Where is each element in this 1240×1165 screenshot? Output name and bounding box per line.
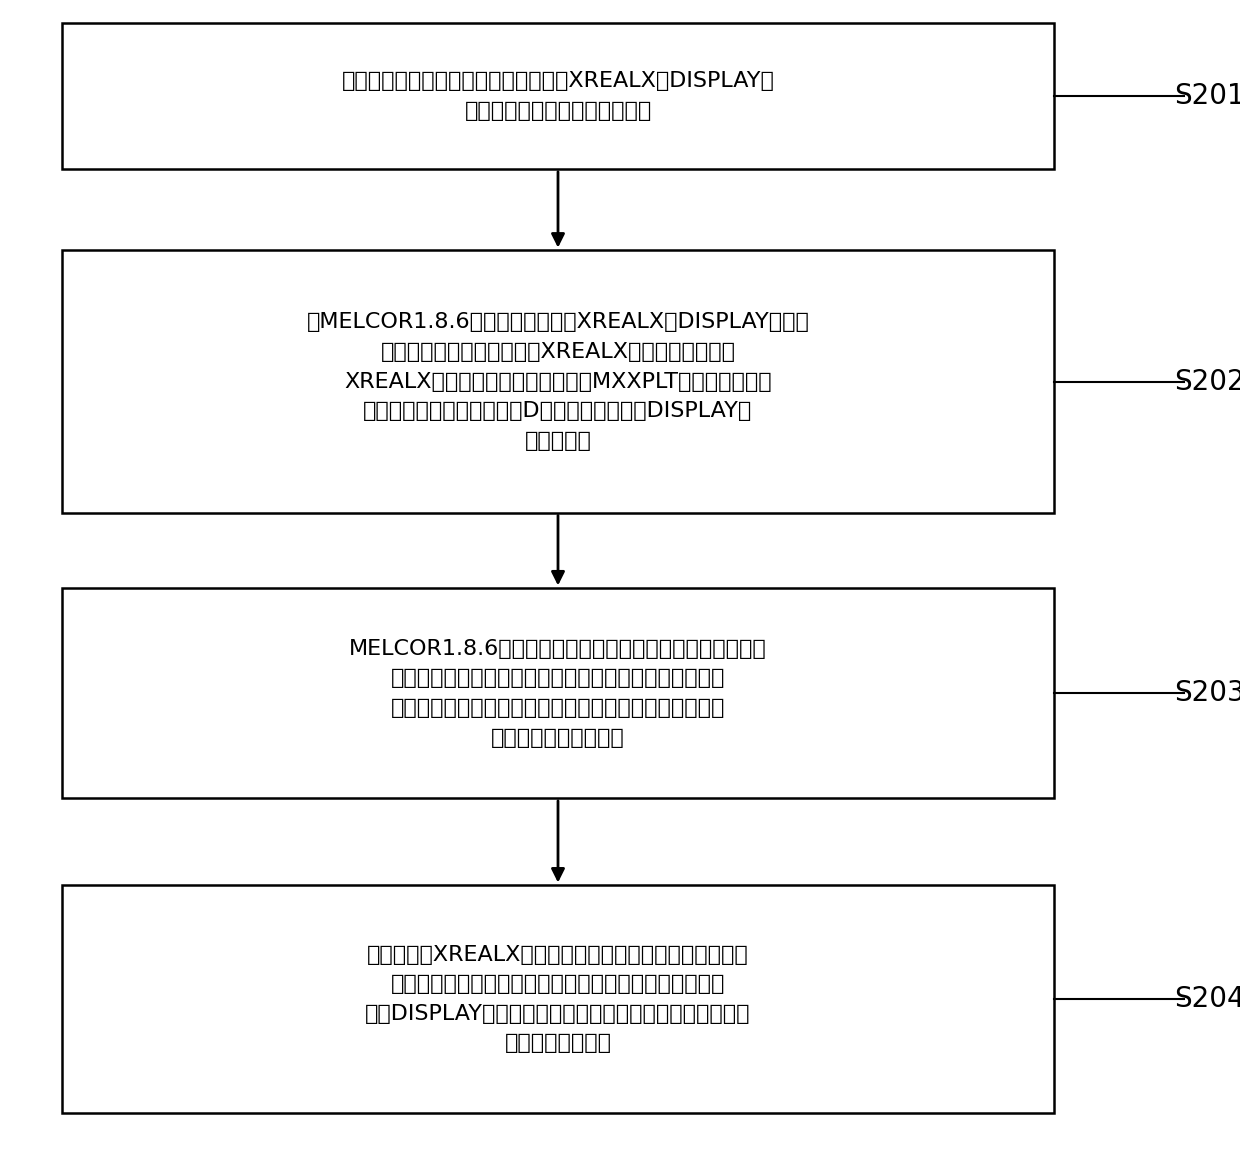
Text: 将数值写入XREALX共享数据接口中以实现可将外部数据传
给严重事故分析计算程序进行分析计算的数值输入接口，
读取DISPLAY共享数据接口的值以实现严重事故分: 将数值写入XREALX共享数据接口中以实现可将外部数据传 给严重事故分析计算程序… [366,945,750,1053]
Text: 在MELCOR1.8.6源程序中定义访问XREALX和DISPLAY共享数
据接口的调用函数，并使用XREALX共享数据接口替换
XREALX全局变量进行程序计: 在MELCOR1.8.6源程序中定义访问XREALX和DISPLAY共享数 据接… [306,312,810,451]
Bar [62,588,1054,798]
Text: S201: S201 [1174,82,1240,111]
Bar [62,23,1054,169]
Text: 在核电厂仿真系统的共享内存中建立以XREALX和DISPLAY命
名的两个数组作为共享数据接口: 在核电厂仿真系统的共享内存中建立以XREALX和DISPLAY命 名的两个数组作… [341,71,775,121]
Text: S204: S204 [1174,984,1240,1014]
Text: MELCOR1.8.6源程序根据已定义任一个特定事故工况的输入
卡生成该工况对应的数据交互接口的新配置文件，并完成
输入输出接口定义，所述新配置文件包括数据输入: MELCOR1.8.6源程序根据已定义任一个特定事故工况的输入 卡生成该工况对应… [350,638,766,748]
Text: S203: S203 [1173,679,1240,707]
Bar [62,250,1054,513]
Bar [62,885,1054,1113]
Text: S202: S202 [1174,367,1240,396]
